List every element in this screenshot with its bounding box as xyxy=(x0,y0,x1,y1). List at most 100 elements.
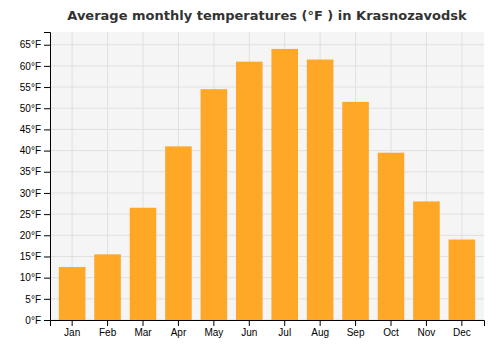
tick-mark xyxy=(320,320,321,326)
grid-line xyxy=(50,171,484,172)
tick-label: Oct xyxy=(383,327,399,338)
tick: Nov xyxy=(418,320,436,338)
tick: 15°F xyxy=(20,251,50,262)
grid-line xyxy=(50,192,484,193)
bar xyxy=(378,153,405,320)
tick-label: 25°F xyxy=(20,209,41,220)
title: Average monthly temperatures (°F ) in Kr… xyxy=(67,8,467,23)
tick-mark xyxy=(44,87,50,88)
tick-mark xyxy=(213,320,214,326)
bar xyxy=(165,146,192,320)
tick: Mar xyxy=(134,320,152,338)
axis-line xyxy=(51,321,485,327)
tick-label: Aug xyxy=(311,327,329,338)
tick-mark xyxy=(44,129,50,130)
tick: May xyxy=(204,320,223,338)
tick-mark xyxy=(44,66,50,67)
tick: 10°F xyxy=(20,272,50,283)
bar xyxy=(413,201,440,320)
tick-label: 40°F xyxy=(20,145,41,156)
tick-mark xyxy=(249,320,250,326)
tick: 25°F xyxy=(20,209,50,220)
tick-mark xyxy=(391,320,392,326)
tick-mark xyxy=(44,299,50,300)
grid-line xyxy=(50,129,484,130)
tick-label: 5°F xyxy=(25,294,41,305)
grid xyxy=(50,32,484,320)
bar xyxy=(59,267,86,320)
grid-line xyxy=(50,87,484,88)
tick: 40°F xyxy=(20,145,50,156)
tick-label: 30°F xyxy=(20,188,41,199)
tick: Dec xyxy=(453,320,471,338)
bars xyxy=(59,49,475,320)
tick-label: Mar xyxy=(134,327,152,338)
tick-label: 60°F xyxy=(20,61,41,72)
tick-label: 35°F xyxy=(20,166,41,177)
tick-label: 45°F xyxy=(20,124,41,135)
tick-mark xyxy=(44,108,50,109)
tick-label: 10°F xyxy=(20,272,41,283)
grid-line xyxy=(50,44,484,45)
grid-line xyxy=(50,65,484,66)
tick-label: Dec xyxy=(453,327,471,338)
bar xyxy=(94,254,121,320)
bar xyxy=(449,240,476,320)
y-axis: 0°F 5°F 10°F 15°F 20°F 25°F 30°F 35°F 40°F 45°F 50… xyxy=(20,33,51,326)
tick: 45°F xyxy=(20,124,50,135)
tick: 35°F xyxy=(20,166,50,177)
tick-mark xyxy=(72,320,73,326)
tick: Oct xyxy=(383,320,399,338)
bar xyxy=(307,60,334,320)
tick-mark xyxy=(44,256,50,257)
tick-mark xyxy=(44,278,50,279)
tick-label: Jul xyxy=(278,327,291,338)
tick-mark xyxy=(44,172,50,173)
tick: Jun xyxy=(241,320,257,338)
tick-mark xyxy=(284,320,285,326)
tick: 65°F xyxy=(20,39,50,50)
tick-mark xyxy=(355,320,356,326)
tick-label: 20°F xyxy=(20,230,41,241)
tick: 50°F xyxy=(20,103,50,114)
tick: 60°F xyxy=(20,61,50,72)
axis-line xyxy=(44,33,51,321)
tick: Sep xyxy=(347,320,365,338)
tick-mark xyxy=(44,151,50,152)
tick-label: 65°F xyxy=(20,39,41,50)
x-axis: Jan Feb Mar Apr May Jun Jul Aug Sep Oct Nov Dec xyxy=(51,320,485,338)
tick-mark xyxy=(44,45,50,46)
tick-mark xyxy=(107,320,108,326)
tick-mark xyxy=(143,320,144,326)
tick-label: May xyxy=(204,327,223,338)
grid-line xyxy=(50,108,484,109)
tick-mark xyxy=(426,320,427,326)
tick: Jul xyxy=(278,320,291,338)
tick-label: 50°F xyxy=(20,103,41,114)
chart: 0°F 5°F 10°F 15°F 20°F 25°F 30°F 35°F 40°F 45°F 50… xyxy=(0,0,500,350)
tick: Apr xyxy=(171,320,187,338)
tick-label: Apr xyxy=(171,327,187,338)
bar xyxy=(271,49,298,320)
bar xyxy=(130,208,157,320)
grid-line xyxy=(50,150,484,151)
bar xyxy=(201,89,228,320)
tick-label: 55°F xyxy=(20,82,41,93)
tick: 30°F xyxy=(20,188,50,199)
tick-mark xyxy=(178,320,179,326)
plot-area xyxy=(50,32,484,320)
tick-label: 0°F xyxy=(25,315,41,326)
tick: 5°F xyxy=(25,294,50,305)
tick: Jan xyxy=(64,320,80,338)
tick-mark xyxy=(44,193,50,194)
tick-label: Jun xyxy=(241,327,257,338)
bar xyxy=(236,62,263,320)
tick-label: 15°F xyxy=(20,251,41,262)
tick-label: Sep xyxy=(347,327,365,338)
tick-label: Jan xyxy=(64,327,80,338)
tick: Feb xyxy=(99,320,117,338)
tick-mark xyxy=(461,320,462,326)
tick: 0°F xyxy=(25,315,50,326)
tick: 55°F xyxy=(20,82,50,93)
tick-label: Feb xyxy=(99,327,117,338)
